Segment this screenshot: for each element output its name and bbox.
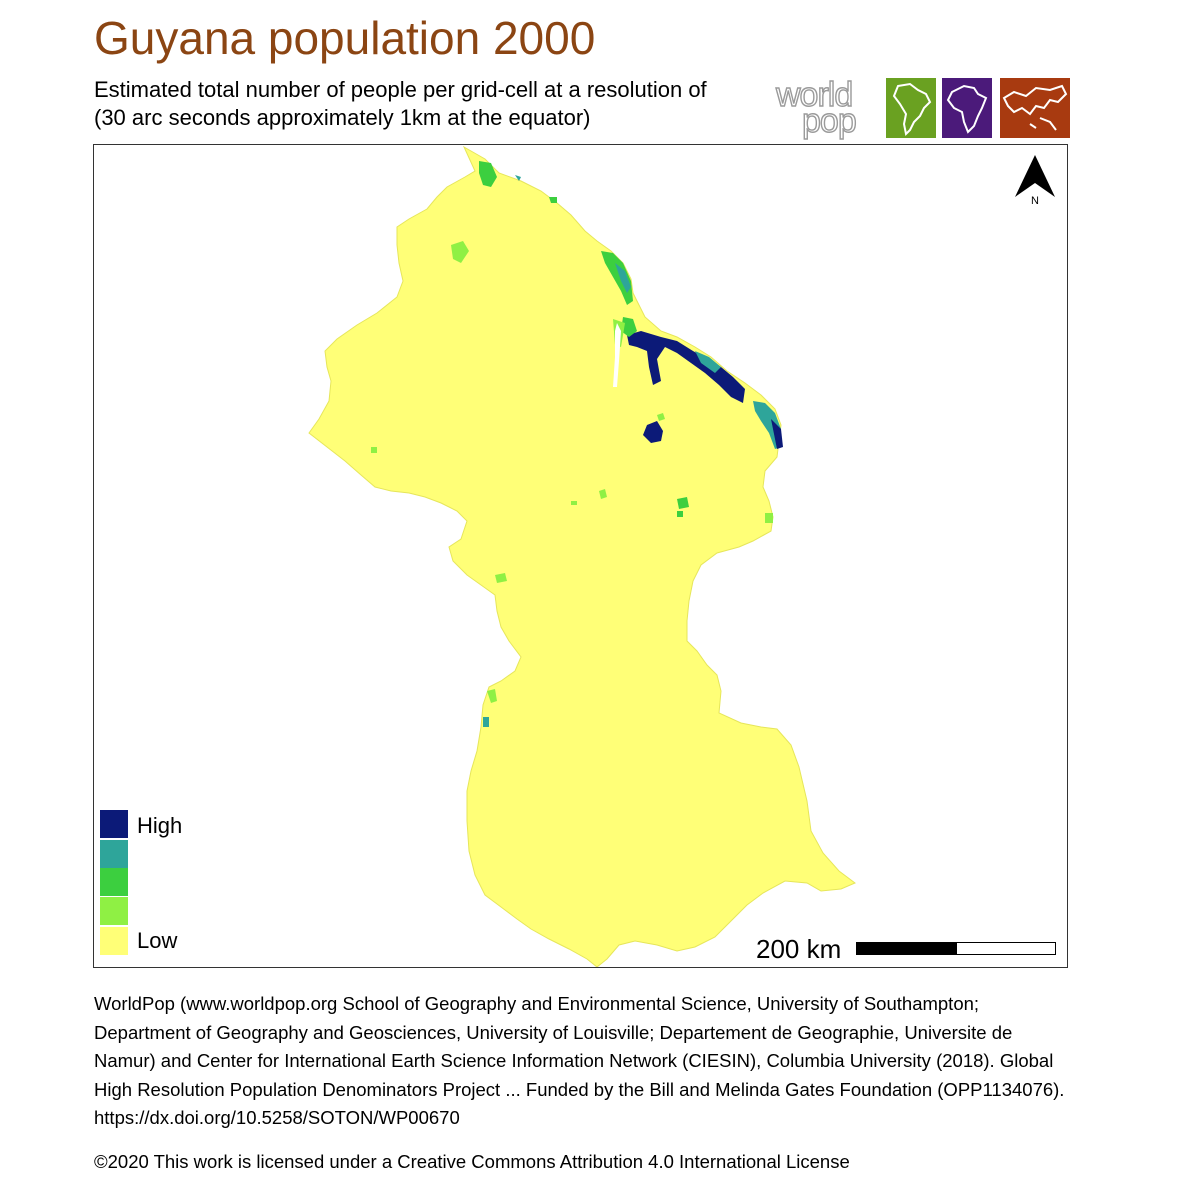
population-cluster-3 [643, 421, 663, 443]
legend-swatch-4 [100, 897, 128, 925]
population-cluster-2 [771, 419, 783, 449]
legend-swatch-low [100, 927, 128, 955]
legend-high-label: High [137, 813, 183, 838]
north-arrow-icon: N [1012, 153, 1058, 207]
population-cluster-17 [495, 573, 507, 583]
citation-text: WorldPop (www.worldpop.org School of Geo… [94, 993, 1065, 1128]
population-cluster-6 [621, 317, 637, 337]
legend-swatch-high [100, 810, 128, 838]
subtitle-line-1: Estimated total number of people per gri… [94, 77, 707, 102]
guyana-landmass [308, 145, 856, 967]
legend-swatch-2 [100, 840, 128, 868]
population-cluster-9 [479, 161, 497, 187]
population-legend: High Low [100, 810, 260, 960]
population-cluster-13 [677, 497, 689, 509]
essequibo-river-mouth [613, 323, 621, 387]
logo-word-world: world [775, 76, 854, 114]
population-cluster-1 [753, 401, 781, 449]
population-cluster-12 [451, 241, 469, 263]
subtitle-line-2: (30 arc seconds approximately 1km at the… [94, 105, 591, 130]
map-subtitle: Estimated total number of people per gri… [94, 76, 774, 132]
scale-bar [856, 942, 1056, 955]
population-cluster-18 [371, 447, 377, 453]
population-cluster-16 [599, 489, 607, 499]
map-frame [93, 144, 1068, 968]
population-cluster-14 [677, 511, 683, 517]
population-cluster-4 [601, 251, 633, 305]
worldpop-logo: world pop [772, 76, 1070, 140]
population-cluster-20 [483, 717, 489, 727]
scale-bar-label: 200 km [756, 934, 842, 964]
population-cluster-10 [549, 197, 557, 203]
legend-swatch-3 [100, 868, 128, 896]
population-cluster-0 [627, 331, 745, 403]
population-cluster-5 [615, 263, 631, 293]
population-cluster-19 [487, 689, 497, 703]
asia-map-icon [1000, 78, 1070, 138]
africa-map-icon [942, 78, 992, 138]
logo-word-pop: pop [801, 102, 857, 140]
north-label: N [1031, 195, 1039, 207]
population-cluster-22 [571, 501, 577, 505]
population-cluster-15 [657, 413, 665, 421]
guyana-map [308, 145, 856, 967]
south-america-map-icon [886, 78, 936, 138]
population-cluster-21 [765, 513, 773, 523]
population-cluster-7 [695, 351, 721, 373]
population-cluster-11 [515, 175, 521, 181]
legend-low-label: Low [137, 928, 178, 953]
map-title: Guyana population 2000 [94, 12, 596, 64]
worldpop-wordmark: world pop [772, 76, 880, 140]
license-text: ©2020 This work is licensed under a Crea… [94, 1151, 850, 1172]
